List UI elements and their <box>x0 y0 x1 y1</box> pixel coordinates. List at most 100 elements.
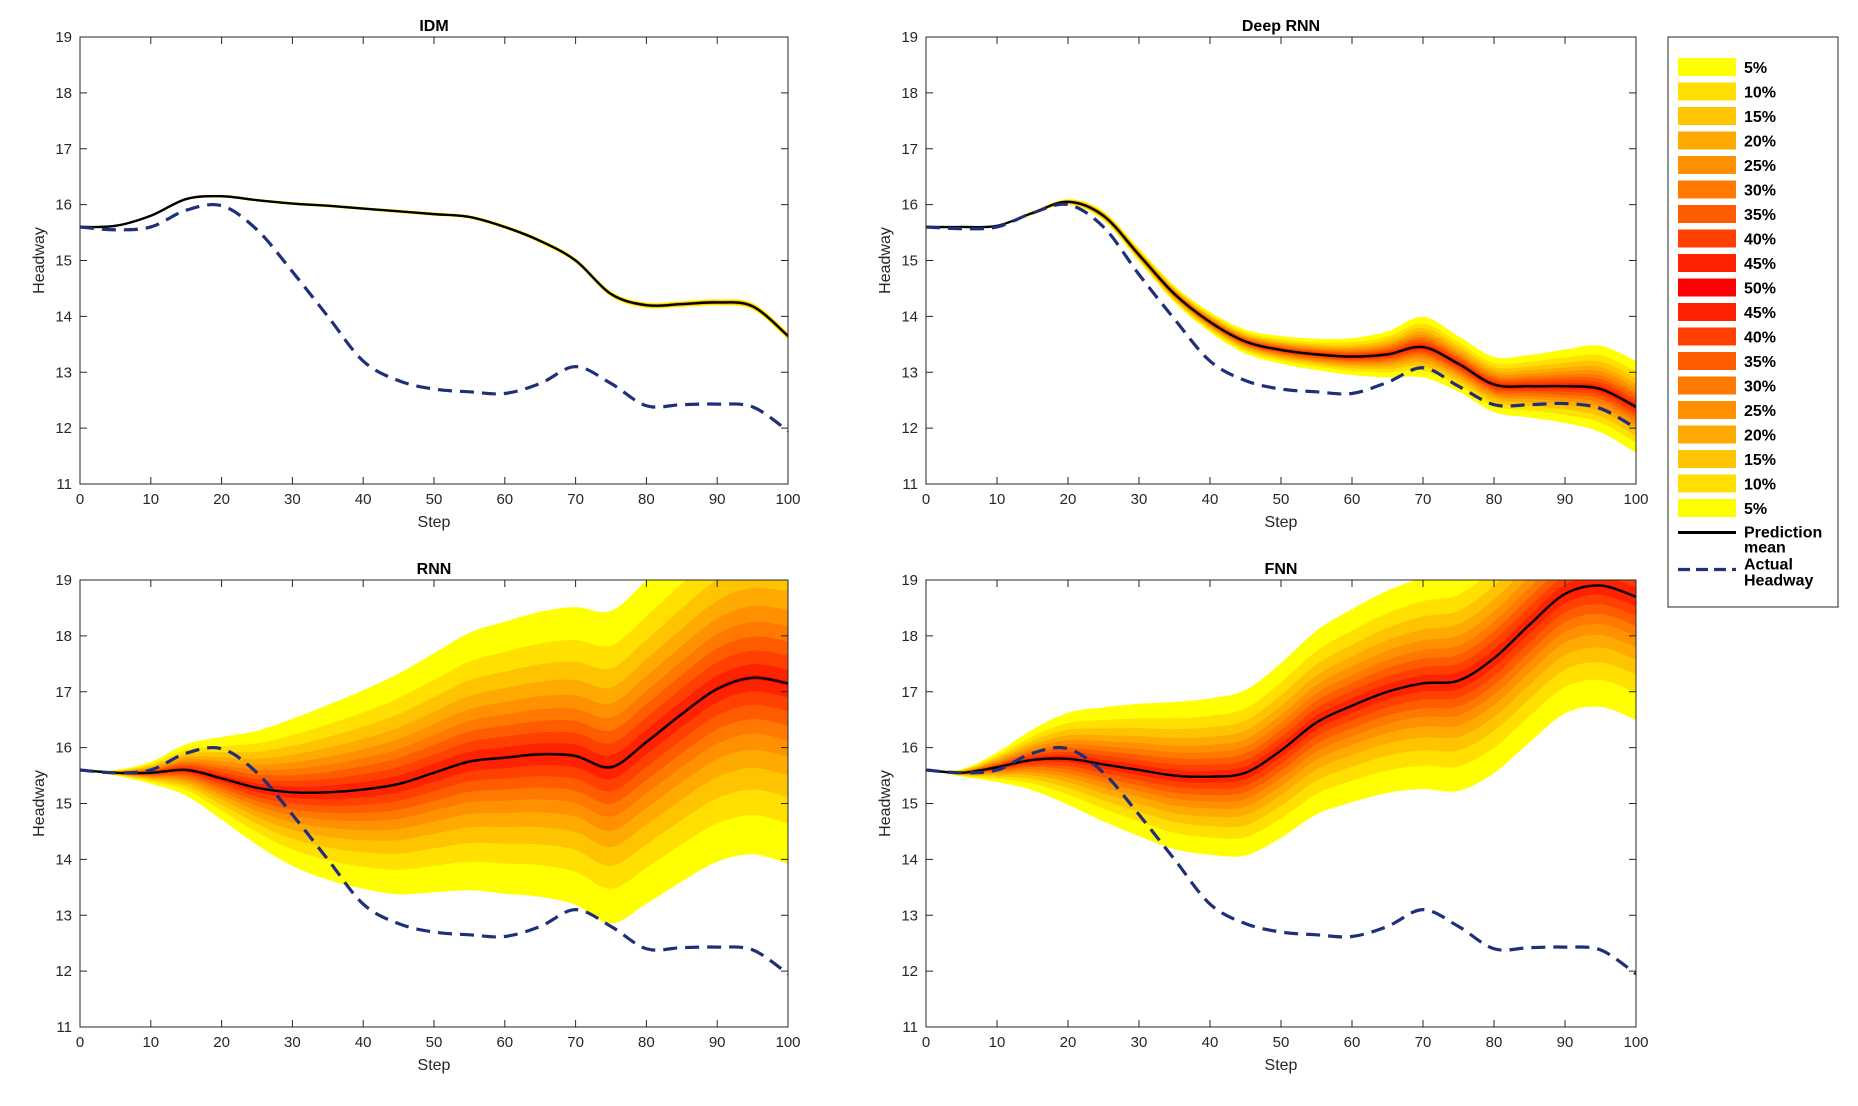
band-50pct <box>80 675 788 794</box>
x-tick-label: 80 <box>638 491 655 508</box>
x-tick-label: 40 <box>355 491 372 508</box>
legend-label: 10% <box>1744 477 1776 494</box>
x-tick-label: 10 <box>989 1034 1006 1051</box>
legend-label: 35% <box>1744 207 1776 224</box>
y-axis-label: Headway <box>877 770 894 837</box>
legend-swatch <box>1678 425 1736 444</box>
y-tick-label: 13 <box>901 364 918 381</box>
y-tick-label: 18 <box>55 85 72 102</box>
y-tick-label: 19 <box>55 572 72 589</box>
y-tick-label: 17 <box>55 141 72 158</box>
x-tick-label: 70 <box>567 1034 584 1051</box>
y-tick-label: 16 <box>901 197 918 214</box>
x-tick-label: 90 <box>1557 1034 1574 1051</box>
y-tick-label: 11 <box>56 1019 72 1036</box>
y-tick-label: 15 <box>55 253 72 270</box>
x-tick-label: 70 <box>567 491 584 508</box>
y-axis-label: Headway <box>877 227 894 294</box>
legend-swatch <box>1678 156 1736 174</box>
x-tick-label: 50 <box>426 1034 443 1051</box>
band-10pct <box>926 199 1636 443</box>
x-tick-label: 90 <box>1557 491 1574 508</box>
legend-swatch <box>1678 229 1736 248</box>
plot-area <box>80 580 788 976</box>
x-tick-label: 10 <box>142 1034 159 1051</box>
legend-label: 20% <box>1744 428 1776 445</box>
actual-headway-line <box>926 202 1636 430</box>
y-axis-label: Headway <box>31 770 48 837</box>
chart-title: Deep RNN <box>1242 18 1320 35</box>
x-tick-label: 70 <box>1415 491 1432 508</box>
y-tick-label: 13 <box>55 364 72 381</box>
y-tick-label: 11 <box>902 1019 918 1036</box>
x-tick-label: 100 <box>775 1034 800 1051</box>
x-tick-label: 100 <box>1623 491 1648 508</box>
y-tick-label: 14 <box>55 851 72 868</box>
plot-area <box>926 199 1636 453</box>
legend-label: 50% <box>1744 281 1776 298</box>
chart-panel-4: 0 10 20 30 40 50 60 70 80 90 100 11 12 13 14 15 16 17 18 19… <box>877 561 1649 1074</box>
legend: 5% 10% 15% 20% 25% 30% 35% 40% 45% 50% 45% 40% 35% 30… <box>1667 36 1839 608</box>
legend-swatch <box>1678 474 1736 493</box>
y-tick-label: 16 <box>55 740 72 757</box>
legend-swatch <box>1678 254 1736 272</box>
legend-mean-label-2: mean <box>1744 540 1786 557</box>
legend-swatch <box>1678 131 1736 150</box>
y-tick-label: 14 <box>901 851 918 868</box>
legend-label: 25% <box>1744 158 1776 175</box>
y-tick-label: 18 <box>55 628 72 645</box>
x-tick-label: 100 <box>775 491 800 508</box>
legend-label: 25% <box>1744 403 1776 420</box>
y-tick-label: 14 <box>901 308 918 325</box>
x-tick-label: 80 <box>1486 491 1503 508</box>
legend-actual-label-2: Headway <box>1744 573 1813 590</box>
x-tick-label: 100 <box>1623 1034 1648 1051</box>
legend-swatch <box>1678 499 1736 517</box>
x-tick-label: 60 <box>1344 1034 1361 1051</box>
legend-swatch <box>1678 278 1736 297</box>
y-tick-label: 12 <box>901 420 918 437</box>
y-tick-label: 11 <box>56 476 72 493</box>
band-45pct <box>926 580 1636 783</box>
y-tick-label: 17 <box>55 684 72 701</box>
x-tick-label: 50 <box>1273 1034 1290 1051</box>
x-tick-label: 60 <box>496 491 513 508</box>
y-tick-label: 16 <box>55 197 72 214</box>
prediction-mean-line <box>80 194 788 337</box>
legend-swatch <box>1678 107 1736 125</box>
chart-panel-3: 0 10 20 30 40 50 60 70 80 90 100 11 12 13 14 15 16 17 18 19… <box>31 561 801 1074</box>
x-tick-label: 0 <box>922 491 930 508</box>
x-tick-label: 80 <box>638 1034 655 1051</box>
y-tick-label: 14 <box>55 308 72 325</box>
legend-label: 45% <box>1744 305 1776 322</box>
chart-panel-1: 0 10 20 30 40 50 60 70 80 90 100 11 12 13 14 15 16 17 18 19… <box>31 18 801 531</box>
y-tick-label: 11 <box>902 476 918 493</box>
legend-label: 15% <box>1744 452 1776 469</box>
actual-headway-line <box>926 745 1636 976</box>
x-tick-label: 30 <box>1131 491 1148 508</box>
y-tick-label: 19 <box>901 572 918 589</box>
band-5pct <box>926 199 1636 453</box>
y-tick-label: 19 <box>55 29 72 46</box>
legend-label: 5% <box>1744 501 1767 518</box>
legend-label: 30% <box>1744 183 1776 200</box>
legend-swatch <box>1678 303 1736 321</box>
x-tick-label: 90 <box>709 491 726 508</box>
x-tick-label: 30 <box>284 491 301 508</box>
y-tick-label: 19 <box>901 29 918 46</box>
x-tick-label: 50 <box>1273 491 1290 508</box>
plot-area <box>926 580 1636 976</box>
legend-swatch <box>1678 376 1736 395</box>
x-tick-label: 60 <box>1344 491 1361 508</box>
actual-headway-line <box>80 745 788 976</box>
x-axis-label: Step <box>418 514 451 531</box>
legend-label: 45% <box>1744 256 1776 273</box>
x-tick-label: 60 <box>496 1034 513 1051</box>
x-tick-label: 10 <box>989 491 1006 508</box>
y-tick-label: 15 <box>901 253 918 270</box>
x-tick-label: 70 <box>1415 1034 1432 1051</box>
x-tick-label: 90 <box>709 1034 726 1051</box>
band-40pct <box>926 201 1636 414</box>
y-tick-label: 13 <box>55 907 72 924</box>
